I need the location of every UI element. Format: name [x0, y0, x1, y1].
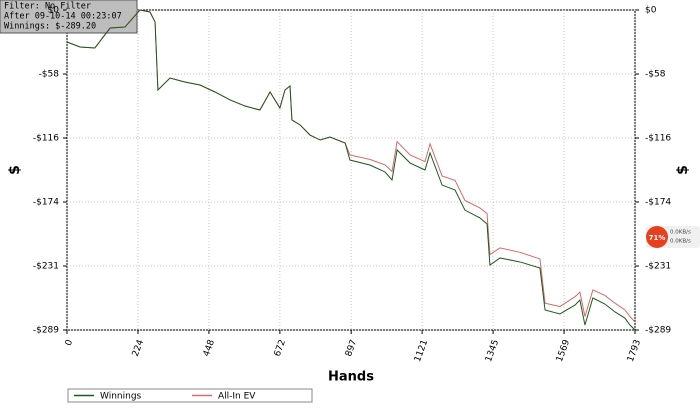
y-tick-label: -$174 — [33, 198, 59, 208]
cpu-text: 71% — [649, 234, 666, 242]
x-tick-label: 1345 — [484, 338, 501, 363]
annotation: Winnings: $-289.20 — [4, 22, 96, 32]
x-axis-label: Hands — [328, 370, 374, 385]
series-line — [66, 9, 636, 331]
y2-tick-label: -$58 — [645, 70, 666, 80]
x-tick-label: 672 — [273, 338, 288, 358]
legend-box — [67, 388, 313, 403]
y-tick-label: -$231 — [33, 262, 59, 272]
legend-label: Winnings — [100, 392, 142, 402]
y2-tick-label: -$231 — [645, 262, 671, 272]
x-tick-label: 224 — [131, 338, 146, 358]
y-tick-label: -$58 — [39, 70, 60, 80]
y2-tick-label: -$289 — [645, 326, 671, 336]
y-tick-label: -$116 — [33, 134, 59, 144]
y-axis-label: $ — [7, 165, 23, 175]
y2-tick-label: -$174 — [645, 198, 671, 208]
y2-tick-label: -$116 — [645, 134, 671, 144]
annotation-box: Filter: No Filter After 09-10-14 00:23:0… — [0, 0, 138, 34]
cpu-dial — [646, 226, 668, 248]
x-tick-label: 1569 — [555, 338, 572, 363]
legend: Winnings All-In EV — [67, 388, 313, 403]
y-tick-label: -$289 — [33, 326, 59, 336]
x-tick-label: 0 — [64, 338, 75, 347]
legend-label: All-In EV — [218, 392, 256, 402]
x-tick-label: 448 — [202, 338, 217, 358]
x-tick-label: 1121 — [413, 338, 430, 363]
x-tick-label: 897 — [344, 338, 359, 358]
upload-text: 0.0KB/s — [670, 230, 691, 236]
y2-tick-label: $0 — [645, 6, 657, 16]
y2-axis-label: $ — [675, 165, 691, 175]
x-tick-label: 1793 — [626, 338, 643, 363]
annotation: After 09-10-14 00:23:07 — [4, 12, 122, 22]
y-tick-label: $0 — [48, 6, 60, 16]
download-text: 0.0KB/s — [670, 239, 691, 245]
annotation: Filter: No Filter — [4, 2, 91, 12]
overlay-widget: 71% 0.0KB/s 0.0KB/s — [646, 226, 700, 248]
